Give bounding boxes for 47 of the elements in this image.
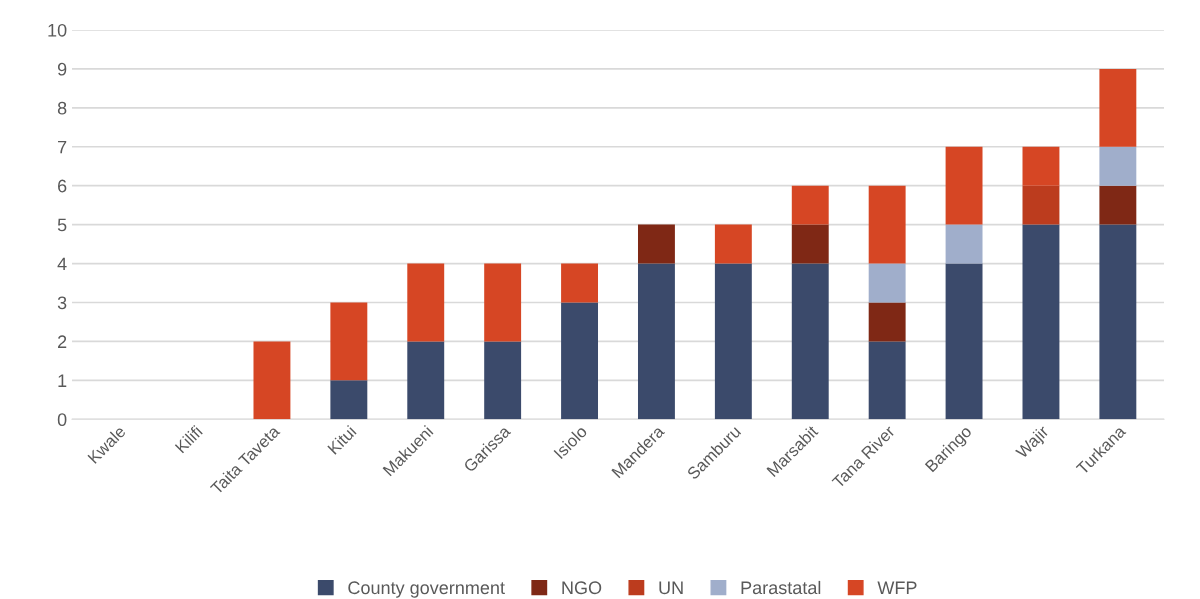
legend-label: NGO [562,581,602,595]
bar [561,263,599,303]
bar [1099,224,1137,420]
bar [714,224,752,264]
bar [868,185,906,264]
y-tick-label: 9 [57,62,67,76]
bar [791,185,829,225]
bar [330,302,368,381]
bar [407,341,445,420]
bar [791,224,829,264]
bar [484,263,522,342]
bar [407,263,445,342]
bar [791,263,829,420]
bar [561,302,599,420]
bar [1022,146,1060,186]
legend-label: WFP [877,581,917,594]
bar [637,263,675,420]
legend-label: County government [348,581,505,598]
y-tick-label: 5 [57,218,67,232]
y-tick-label: 1 [58,374,67,387]
y-tick-label: 2 [58,335,67,348]
bar [1099,146,1137,186]
y-tick-label: 3 [57,296,67,310]
bar [1099,68,1137,147]
y-tick-label: 7 [58,140,67,154]
bar [1022,224,1060,420]
bar [868,263,906,303]
bar [637,224,675,264]
y-tick-label: 6 [58,179,67,193]
bar [1099,185,1137,225]
bar [945,224,983,264]
bar [945,146,983,225]
y-tick-label: 4 [57,257,67,271]
legend-label: Parastatal [741,580,821,595]
y-tick-label: 8 [57,101,67,115]
y-tick-label: 0 [57,413,67,427]
bar [714,263,752,420]
bar [868,302,906,342]
bar [484,341,522,420]
bar [868,341,906,420]
bar [330,380,368,420]
bar [253,341,291,420]
x-tick-label: Kilifi [174,424,203,454]
bar [945,263,983,420]
bar [1022,185,1060,225]
y-tick-label: 10 [48,23,67,37]
legend-label: UN [659,581,683,595]
